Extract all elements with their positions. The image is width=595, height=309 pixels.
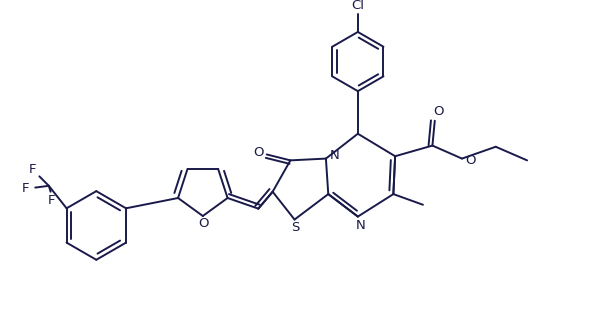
Text: N: N	[329, 149, 339, 162]
Text: F: F	[29, 163, 36, 176]
Text: N: N	[355, 219, 365, 232]
Text: O: O	[198, 217, 209, 230]
Text: O: O	[253, 146, 264, 159]
Text: F: F	[48, 193, 55, 206]
Text: O: O	[465, 154, 475, 167]
Text: F: F	[21, 182, 29, 195]
Text: Cl: Cl	[352, 0, 364, 12]
Text: O: O	[433, 105, 444, 118]
Text: S: S	[292, 221, 300, 234]
